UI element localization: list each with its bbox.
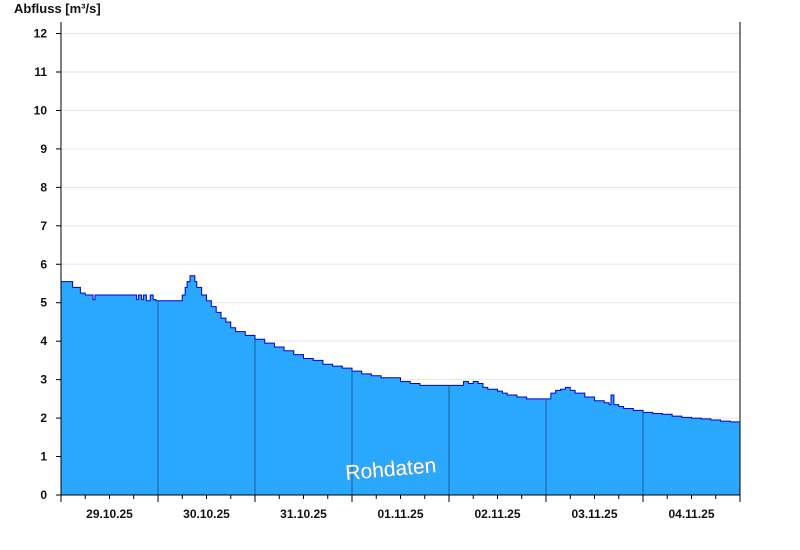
y-tick-label: 0 — [40, 488, 47, 502]
y-tick-label: 3 — [40, 373, 47, 387]
discharge-line — [61, 275, 741, 424]
x-tick-label: 01.11.25 — [377, 507, 423, 521]
day-boundaries — [157, 300, 644, 495]
y-axis-title: Abfluss [m³/s] — [14, 1, 101, 16]
plot-area — [61, 275, 741, 495]
y-tick-label: 11 — [34, 65, 47, 79]
x-tick-label: 02.11.25 — [474, 507, 520, 521]
x-tick-label: 03.11.25 — [571, 507, 617, 521]
x-tick-label: 04.11.25 — [668, 507, 714, 521]
y-tick-label: 10 — [34, 103, 48, 117]
x-tick-label: 30.10.25 — [183, 507, 230, 521]
y-tick-label: 6 — [40, 257, 47, 271]
y-tick-label: 4 — [40, 334, 47, 348]
x-axis-ticks: 29.10.25 30.10.25 31.10.25 01.11.25 02.11.25… — [60, 495, 741, 521]
y-tick-label: 9 — [40, 142, 47, 156]
y-tick-label: 12 — [34, 27, 48, 41]
y-tick-label: 1 — [40, 450, 47, 464]
x-tick-label: 29.10.25 — [86, 507, 133, 521]
y-tick-label: 7 — [40, 219, 47, 233]
y-tick-label: 5 — [40, 296, 47, 310]
y-tick-label: 8 — [40, 180, 47, 194]
discharge-area — [61, 275, 740, 495]
x-tick-label: 31.10.25 — [280, 507, 327, 521]
y-tick-label: 2 — [40, 411, 47, 425]
